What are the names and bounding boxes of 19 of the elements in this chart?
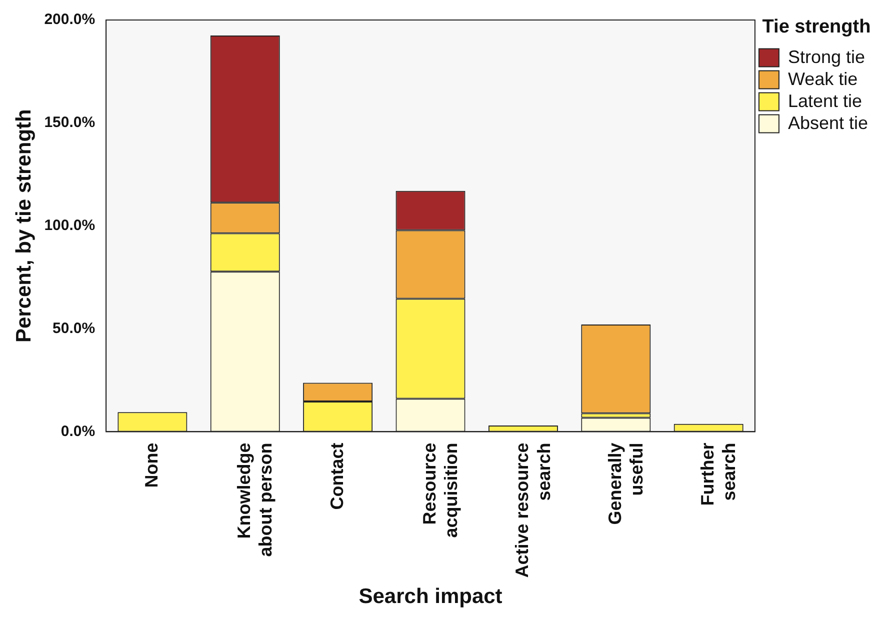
legend-label: Latent tie [788, 90, 862, 111]
x-tick-label: Contact [326, 442, 347, 510]
y-tick-label: 200.0% [44, 11, 96, 28]
x-tick-label: Active resource search [512, 442, 554, 578]
x-axis-title: Search impact [358, 585, 502, 608]
legend-title: Tie strength [762, 16, 871, 38]
y-tick-label: 150.0% [44, 114, 96, 132]
legend-label: Weak tie [788, 68, 858, 89]
legend-label: Absent tie [788, 112, 868, 133]
x-tick-label: None [141, 442, 162, 488]
legend-label: Strong tie [788, 46, 865, 67]
x-tick-label: Generally useful [604, 442, 646, 525]
y-tick-label: 100.0% [44, 217, 96, 234]
x-tick-label: Resource acquisition [419, 442, 462, 538]
x-tick-label: Further search [698, 442, 740, 506]
y-axis-title: Percent, by tie strength [12, 109, 36, 343]
x-tick-label: Knowledge about person [234, 442, 276, 557]
y-tick-label: 50.0% [52, 320, 96, 337]
y-tick-label: 0.0% [60, 422, 96, 440]
